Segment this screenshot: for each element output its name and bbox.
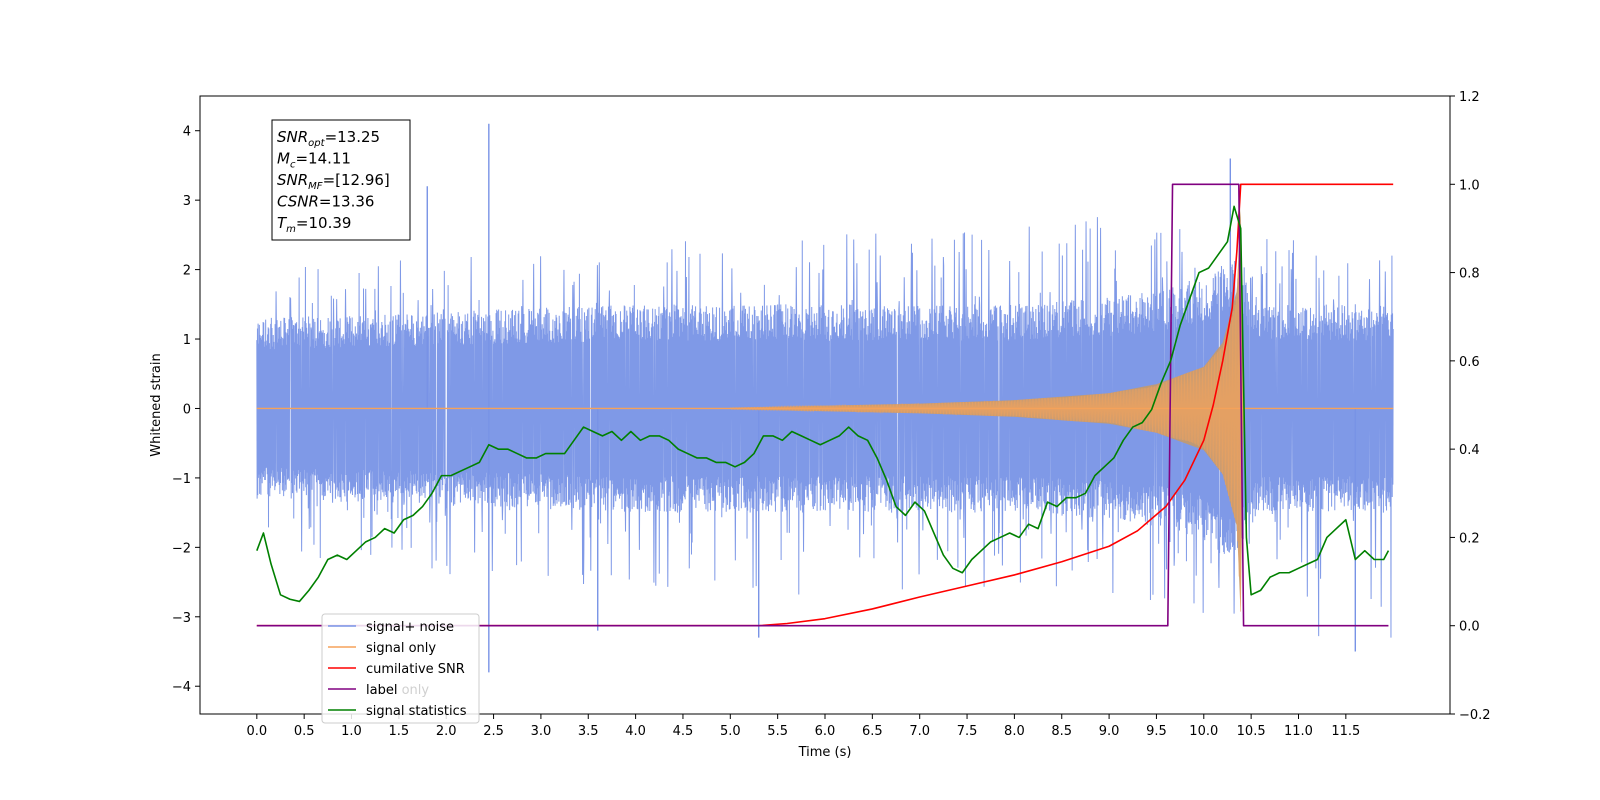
- series-cumulative-snr: [256, 183, 1394, 627]
- annotation-line: Mc=14.11: [277, 150, 351, 171]
- y2-tick-label: 1.0: [1459, 178, 1480, 193]
- x-tick-label: 11.0: [1284, 724, 1313, 739]
- x-tick-label: 1.0: [341, 724, 362, 739]
- x-tick-label: 5.0: [720, 724, 741, 739]
- series-signal-statistics: [256, 205, 1390, 603]
- y2-tick-label: 1.2: [1459, 90, 1480, 105]
- x-tick-label: 2.5: [483, 724, 504, 739]
- x-tick-label: 3.0: [531, 724, 552, 739]
- x-tick-label: 8.0: [1004, 724, 1025, 739]
- signal-noise-trace: [256, 217, 1394, 638]
- y-tick-label: −1: [172, 472, 191, 487]
- legend: signal+ noise signal only cumilative SNR si…: [321, 613, 480, 724]
- annotation-subscript: opt: [308, 138, 325, 149]
- annotation-symbol: SNR: [277, 171, 308, 189]
- annotation-line: SNRMF=[12.96]: [277, 171, 390, 192]
- annotation-line: Tm=10.39: [277, 214, 351, 235]
- x-tick-label: 10.0: [1189, 724, 1218, 739]
- x-tick-label: 7.5: [957, 724, 978, 739]
- annotation-value: =13.25: [325, 128, 381, 146]
- x-tick-label: 11.5: [1331, 724, 1360, 739]
- y2-tick-label: −0.2: [1459, 708, 1491, 723]
- y2-tick-label: 0.6: [1459, 355, 1480, 370]
- x-tick-label: 5.5: [767, 724, 788, 739]
- annotation-symbol: SNR: [277, 128, 308, 146]
- annotation-frame: [271, 119, 411, 241]
- legend-entry-ghost: label only: [366, 683, 429, 698]
- annotation-line: SNRopt=13.25: [277, 128, 380, 149]
- annotation-value: =[12.96]: [323, 171, 390, 189]
- annotation-subscript: m: [286, 224, 296, 235]
- x-tick-label: 7.0: [909, 724, 930, 739]
- x-tick-label: 4.0: [625, 724, 646, 739]
- plot-area: [256, 123, 1394, 673]
- x-tick-label: 0.0: [246, 724, 267, 739]
- legend-entry: cumilative SNR: [366, 662, 465, 677]
- axes: 0.0 0.5 1.0 1.5 2.0 2.5 3.0 3.5 4.0 4.5 5.0 5.5 6.0 6…: [172, 90, 1491, 739]
- annotation-box: SNRopt=13.25Mc=14.11SNRMF=[12.96]CSNR=13…: [271, 119, 411, 241]
- x-tick-label: 6.0: [815, 724, 836, 739]
- annotation-symbol: M: [277, 150, 290, 168]
- x-tick-label: 8.5: [1051, 724, 1072, 739]
- x-tick-label: 1.5: [389, 724, 410, 739]
- x-tick-label: 4.5: [673, 724, 694, 739]
- legend-entry: signal statistics: [366, 704, 467, 719]
- legend-entry: signal+ noise: [366, 620, 454, 635]
- x-tick-label: 10.5: [1237, 724, 1266, 739]
- x-tick-label: 9.5: [1146, 724, 1167, 739]
- annotation-symbol: CSNR: [277, 193, 319, 211]
- annotation-value: =13.36: [319, 193, 375, 211]
- annotation-subscript: MF: [308, 181, 323, 192]
- annotation-subscript: c: [290, 160, 296, 171]
- x-tick-label: 2.0: [436, 724, 457, 739]
- y2-tick-label: 0.2: [1459, 531, 1480, 546]
- annotation-symbol: T: [277, 214, 288, 232]
- y-tick-label: −3: [172, 611, 191, 626]
- legend-frame: [321, 613, 480, 724]
- series-signal-only: [256, 208, 1394, 612]
- y-tick-label: −2: [172, 541, 191, 556]
- y-tick-label: −4: [172, 680, 191, 695]
- x-tick-label: 9.0: [1099, 724, 1120, 739]
- y-tick-label: 1: [183, 333, 191, 348]
- annotation-value: =10.39: [296, 214, 352, 232]
- x-axis-title: Time (s): [798, 745, 852, 760]
- y-tick-label: 3: [183, 194, 191, 209]
- legend-entry: signal only: [366, 641, 436, 656]
- series-label: [256, 183, 1389, 627]
- y-tick-label: 2: [183, 264, 191, 279]
- y-axis-title: Whitened strain: [149, 353, 164, 456]
- y2-tick-label: 0.4: [1459, 443, 1480, 458]
- annotation-value: =14.11: [295, 150, 351, 168]
- signal-only-wave: [729, 234, 1244, 612]
- x-tick-label: 0.5: [294, 724, 315, 739]
- y-tick-label: 0: [183, 402, 191, 417]
- legend-entry: label: [366, 683, 397, 698]
- y2-tick-label: 0.8: [1459, 267, 1480, 282]
- x-tick-label: 6.5: [862, 724, 883, 739]
- y2-tick-label: 0.0: [1459, 620, 1480, 635]
- x-tick-label: 3.5: [578, 724, 599, 739]
- annotation-line: CSNR=13.36: [277, 193, 374, 211]
- y-tick-label: 4: [183, 125, 191, 140]
